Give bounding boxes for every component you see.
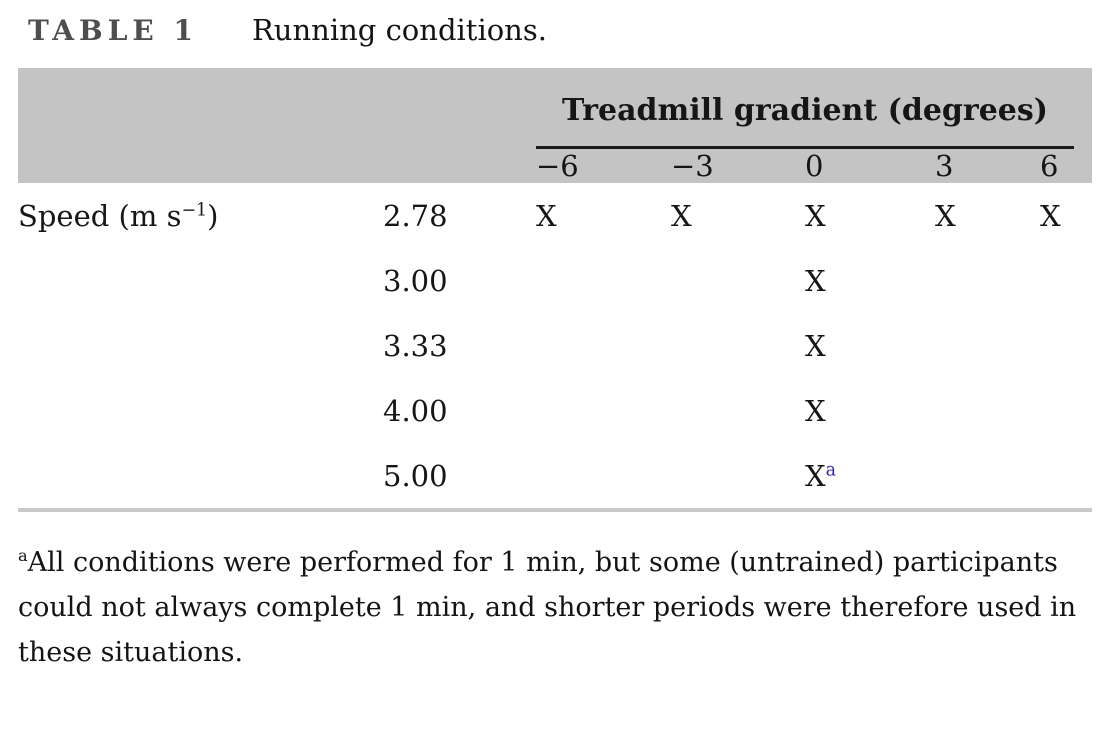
gradient-column-header-3: 3 <box>935 149 1040 183</box>
group-header-row: Treadmill gradient (degrees) <box>18 68 1093 149</box>
speed-value: 4.00 <box>383 393 448 428</box>
table-title: TABLE 1 Running conditions. <box>28 10 1110 51</box>
footnote: aAll conditions were performed for 1 min… <box>18 540 1110 675</box>
condition-mark: X <box>805 393 826 428</box>
row-group-label-exponent: −1 <box>181 199 208 220</box>
condition-mark <box>935 248 1040 313</box>
footnote-line: these situations. <box>18 637 244 668</box>
condition-mark <box>1040 248 1092 313</box>
condition-mark <box>536 443 671 510</box>
blank-cell <box>18 313 383 378</box>
condition-mark <box>935 313 1040 378</box>
row-group-label-text: Speed (m s <box>18 198 182 233</box>
blank-cell <box>18 378 383 443</box>
speed-value: 3.33 <box>383 328 448 363</box>
speed-value: 3.00 <box>383 263 448 298</box>
table-row: 5.00 Xa <box>18 443 1092 510</box>
table-number-label: TABLE 1 <box>28 14 198 47</box>
gradient-column-header-neg3: −3 <box>671 149 805 183</box>
condition-mark <box>671 443 805 510</box>
condition-mark <box>935 378 1040 443</box>
blank-header-cell <box>18 149 536 183</box>
running-conditions-table: Treadmill gradient (degrees) −6 −3 0 3 6… <box>18 68 1093 512</box>
footnote-line: could not always complete 1 min, and sho… <box>18 592 1077 623</box>
speed-value: 5.00 <box>383 458 448 493</box>
condition-mark <box>1040 313 1092 378</box>
table-row: 3.00 X <box>18 248 1092 313</box>
table-row: 4.00 X <box>18 378 1092 443</box>
table-header: Treadmill gradient (degrees) −6 −3 0 3 6 <box>18 68 1093 183</box>
condition-mark: X <box>805 328 826 363</box>
condition-mark <box>671 248 805 313</box>
column-group-header: Treadmill gradient (degrees) <box>536 68 1075 149</box>
row-group-label: Speed (m s−1) <box>18 183 383 248</box>
speed-value: 2.78 <box>383 198 448 233</box>
condition-mark <box>671 378 805 443</box>
condition-mark <box>1040 378 1092 443</box>
condition-mark: X <box>805 458 826 493</box>
condition-mark <box>536 378 671 443</box>
group-header-cell: Treadmill gradient (degrees) <box>536 68 1093 149</box>
footnote-marker-superscript: a <box>825 459 837 480</box>
condition-mark: X <box>935 198 956 233</box>
condition-mark <box>536 313 671 378</box>
table-caption: Running conditions. <box>251 13 547 47</box>
blank-cell <box>18 248 383 313</box>
blank-cell <box>18 443 383 510</box>
condition-mark <box>1040 443 1092 510</box>
table-body: Speed (m s−1) 2.78 X X X X X 3.00 X 3.33 <box>18 183 1092 510</box>
condition-mark: X <box>805 198 826 233</box>
page: TABLE 1 Running conditions. Treadmill gr… <box>0 10 1110 738</box>
column-header-row: −6 −3 0 3 6 <box>18 149 1093 183</box>
condition-mark: X <box>1040 198 1061 233</box>
footnote-text: All conditions were performed for 1 min,… <box>27 547 1058 578</box>
row-group-label-suffix: ) <box>207 198 219 233</box>
table-row: Speed (m s−1) 2.78 X X X X X <box>18 183 1092 248</box>
blank-header-cell <box>18 68 536 149</box>
condition-mark: X <box>671 198 692 233</box>
table-row: 3.33 X <box>18 313 1092 378</box>
footnote-line: aAll conditions were performed for 1 min… <box>18 540 1110 585</box>
condition-mark <box>935 443 1040 510</box>
gradient-column-header-neg6: −6 <box>536 149 671 183</box>
condition-mark-with-footnote: Xa <box>805 443 935 510</box>
gradient-column-header-0: 0 <box>805 149 935 183</box>
condition-mark: X <box>536 198 557 233</box>
condition-mark <box>671 313 805 378</box>
footnote-marker: a <box>18 546 28 565</box>
condition-mark <box>536 248 671 313</box>
condition-mark: X <box>805 263 826 298</box>
gradient-column-header-6: 6 <box>1040 149 1093 183</box>
